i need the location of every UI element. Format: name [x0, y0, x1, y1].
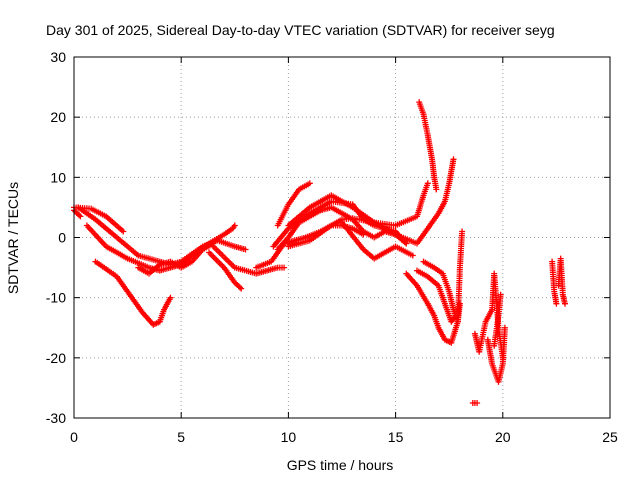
data-series [274, 180, 313, 229]
data-point [403, 240, 410, 247]
data-point [553, 300, 560, 307]
x-tick-label: 20 [495, 429, 511, 445]
data-point [242, 246, 249, 253]
x-tick-label: 10 [281, 429, 297, 445]
data-point [424, 180, 431, 187]
x-tick-label: 0 [70, 429, 78, 445]
data-point [236, 284, 243, 291]
data-point [281, 264, 288, 271]
data-series [555, 255, 568, 307]
data-series [210, 243, 288, 277]
data-point [238, 285, 245, 292]
plot-frame [73, 56, 611, 419]
y-tick-label: -10 [46, 290, 66, 306]
y-tick-label: 10 [50, 169, 66, 185]
data-point [450, 156, 457, 163]
data-series [285, 180, 431, 229]
data-point [459, 228, 466, 235]
data-point [231, 222, 238, 229]
data-series [339, 219, 416, 262]
data-series [285, 156, 457, 250]
x-tick-label: 15 [388, 429, 404, 445]
y-tick-label: 20 [50, 109, 66, 125]
data-layer [71, 99, 568, 406]
y-tick-label: 0 [58, 230, 66, 246]
x-tick-label: 5 [177, 429, 185, 445]
data-point [120, 228, 127, 235]
y-tick-label: 30 [50, 49, 66, 65]
data-point [306, 180, 313, 187]
data-point [501, 324, 508, 331]
data-series [135, 240, 217, 277]
data-series [484, 324, 508, 385]
data-point [167, 294, 174, 301]
x-axis-label: GPS time / hours [287, 457, 394, 473]
data-series [416, 99, 440, 193]
y-axis-label: SDTVAR / TECUs [5, 182, 21, 294]
grid [74, 57, 610, 418]
chart-title: Day 301 of 2025, Sidereal Day-to-day VTE… [46, 22, 555, 38]
data-series [420, 228, 466, 325]
data-point [497, 291, 504, 298]
y-tick-label: -20 [46, 350, 66, 366]
data-series [92, 258, 174, 328]
data-point [433, 186, 440, 193]
data-point [474, 400, 481, 406]
data-series [206, 249, 245, 292]
data-point [409, 252, 416, 259]
data-series [469, 400, 481, 406]
y-tick-label: -30 [46, 410, 66, 426]
data-point [562, 300, 568, 307]
data-point [76, 212, 83, 219]
x-tick-label: 25 [602, 429, 618, 445]
data-series [71, 207, 84, 220]
data-series [491, 291, 504, 349]
data-point [77, 213, 84, 220]
data-series [549, 258, 560, 307]
